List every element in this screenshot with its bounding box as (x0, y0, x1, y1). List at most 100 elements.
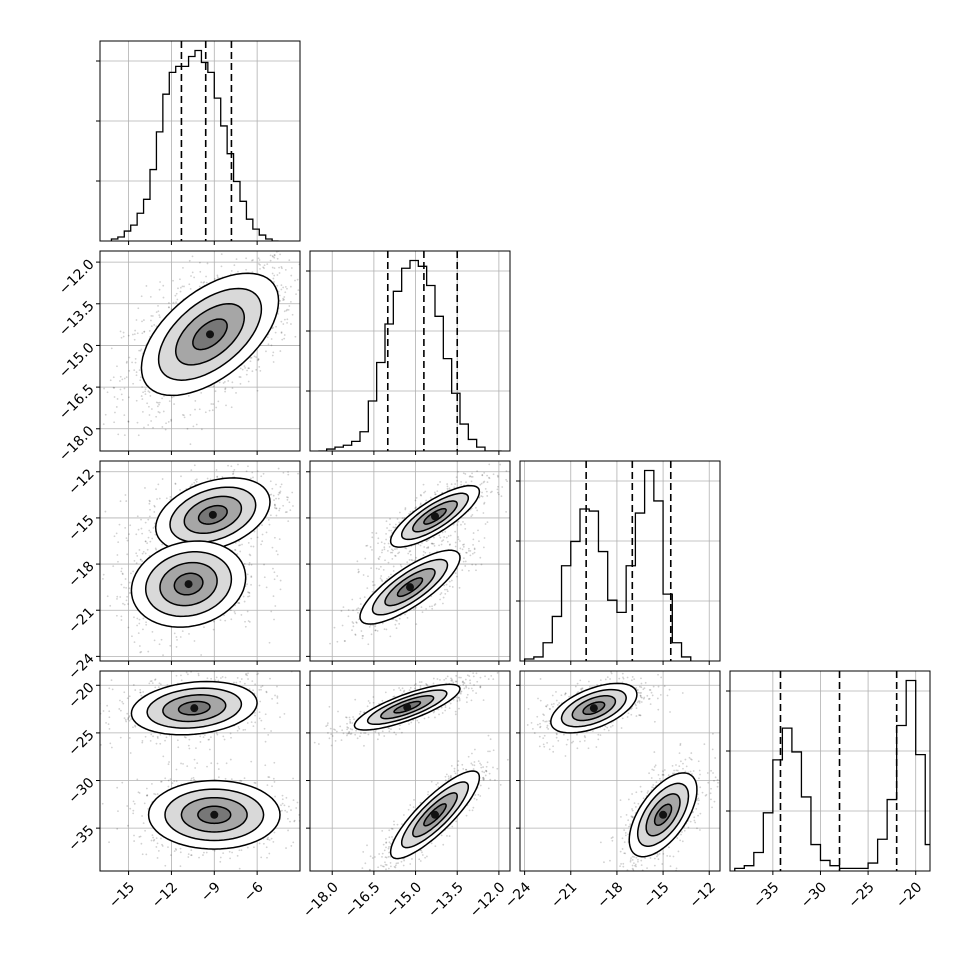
sample-point (301, 507, 303, 509)
sample-point (145, 285, 148, 287)
sample-point (195, 478, 198, 481)
sample-point (113, 535, 116, 538)
sample-point (357, 568, 360, 571)
sample-point (289, 300, 292, 303)
sample-point (329, 642, 331, 645)
sample-point (286, 511, 288, 513)
panel-frame (99, 250, 301, 452)
sample-point (478, 540, 480, 543)
sample-point (144, 390, 146, 393)
sample-point (151, 630, 154, 633)
sample-point (223, 249, 225, 251)
sample-point (156, 735, 159, 738)
sample-point (464, 527, 467, 530)
sample-point (306, 493, 308, 495)
sample-point (157, 686, 160, 688)
sample-point (398, 617, 401, 620)
sample-point (310, 271, 312, 273)
sample-point (123, 586, 125, 589)
sample-point (490, 490, 493, 493)
sample-point (158, 643, 161, 646)
sample-point (344, 242, 346, 244)
sample-point (352, 622, 355, 625)
sample-point (336, 640, 339, 643)
sample-point (469, 475, 472, 477)
sample-point (139, 651, 142, 654)
sample-point (405, 547, 408, 550)
sample-point (276, 553, 279, 556)
sample-point (194, 400, 197, 402)
sample-point (118, 523, 121, 526)
sample-point (276, 695, 279, 698)
sample-point (202, 736, 205, 739)
sample-point (488, 463, 491, 466)
sample-point (144, 393, 147, 396)
sample-point (467, 547, 470, 550)
sample-point (141, 453, 143, 455)
sample-point (446, 483, 449, 485)
sample-point (189, 287, 192, 290)
sample-point (286, 498, 289, 501)
sample-point (397, 552, 399, 555)
sample-point (210, 661, 212, 663)
sample-point (431, 542, 434, 545)
sample-point (236, 553, 239, 555)
sample-point (484, 487, 487, 490)
sample-point (294, 335, 297, 338)
sample-point (406, 561, 409, 564)
sample-point (141, 560, 144, 562)
sample-point (244, 620, 246, 623)
hist-panel-1 (306, 250, 511, 452)
sample-point (179, 489, 181, 491)
sample-point (378, 568, 380, 571)
sample-point (146, 402, 149, 405)
sample-point (497, 475, 499, 478)
sample-point (375, 567, 378, 570)
sample-point (251, 680, 254, 683)
sample-point (114, 411, 116, 414)
sample-point (278, 491, 281, 494)
sample-point (404, 547, 407, 549)
sample-point (404, 613, 406, 616)
sample-point (446, 485, 449, 488)
sample-point (355, 621, 358, 624)
sample-point (135, 533, 138, 536)
sample-point (272, 326, 274, 329)
sample-point (241, 368, 244, 371)
sample-point (215, 406, 218, 409)
sample-point (144, 540, 147, 543)
sample-point (456, 575, 458, 578)
sample-point (471, 472, 473, 475)
sample-point (383, 542, 386, 545)
sample-point (277, 290, 280, 293)
sample-point (287, 496, 289, 499)
sample-point (441, 540, 443, 543)
sample-point (419, 503, 422, 506)
sample-point (106, 595, 109, 598)
sample-point (194, 408, 196, 411)
sample-point (479, 483, 482, 486)
sample-point (367, 575, 369, 578)
sample-point (171, 396, 174, 399)
sample-point (425, 608, 427, 610)
sample-point (134, 357, 137, 360)
sample-point (220, 253, 223, 255)
sample-point (283, 296, 286, 298)
sample-point (501, 486, 504, 488)
sample-point (452, 523, 455, 526)
sample-point (270, 730, 272, 732)
sample-point (292, 505, 294, 507)
sample-point (248, 367, 251, 370)
sample-point (272, 494, 275, 497)
sample-point (157, 483, 160, 486)
sample-point (273, 499, 275, 501)
sample-point (209, 478, 212, 481)
sample-point (251, 471, 254, 474)
density-peak (208, 510, 217, 519)
sample-point (276, 284, 279, 287)
sample-point (482, 512, 485, 514)
sample-point (215, 732, 218, 734)
sample-point (156, 405, 159, 408)
sample-point (377, 557, 380, 560)
sample-point (128, 369, 131, 372)
